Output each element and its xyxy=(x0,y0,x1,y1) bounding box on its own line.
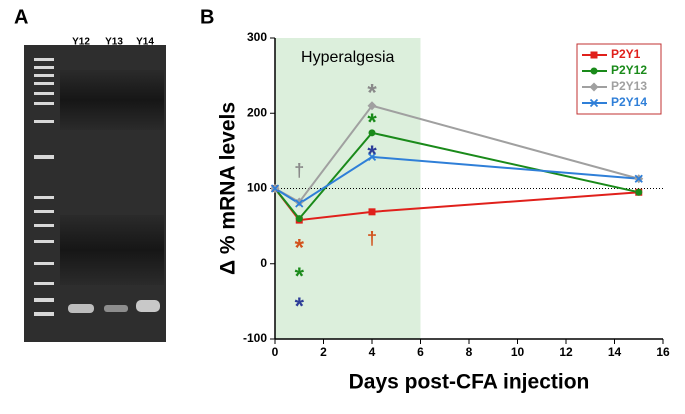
y-tick-label: 100 xyxy=(247,181,267,195)
x-tick-label: 14 xyxy=(608,345,622,359)
marker xyxy=(368,208,376,216)
marker xyxy=(589,98,599,108)
marker xyxy=(590,67,598,75)
panel-label: B xyxy=(200,6,214,28)
x-tick-label: 4 xyxy=(369,345,376,359)
annotation: * xyxy=(367,80,377,107)
x-tick-label: 12 xyxy=(559,345,573,359)
x-tick-label: 6 xyxy=(417,345,424,359)
panel-label: A xyxy=(14,6,28,28)
marker xyxy=(367,101,377,111)
lane-label: Y12 xyxy=(72,37,90,48)
annotation: * xyxy=(367,109,377,136)
lane-label: Y13 xyxy=(105,37,123,48)
shade-label: Hyperalgesia xyxy=(301,49,394,66)
y-tick-label: -100 xyxy=(243,331,267,345)
x-tick-label: 16 xyxy=(656,345,670,359)
x-tick-label: 8 xyxy=(466,345,473,359)
y-tick-label: 300 xyxy=(247,30,267,44)
lane-label: Y14 xyxy=(136,37,154,48)
marker xyxy=(590,51,598,59)
marker xyxy=(367,152,377,162)
y-axis-label: Δ % mRNA levels xyxy=(217,102,240,275)
x-axis-label: Days post-CFA injection xyxy=(349,371,590,394)
x-tick-label: 0 xyxy=(272,345,279,359)
annotation: * xyxy=(367,141,377,168)
series-line xyxy=(274,131,639,221)
legend: P2Y1 P2Y12 P2Y13 P2Y14 xyxy=(576,43,662,115)
annotation: * xyxy=(295,293,305,320)
annotation: † xyxy=(367,228,377,248)
legend-label: P2Y14 xyxy=(611,95,647,109)
legend-label: P2Y1 xyxy=(611,47,641,61)
legend-label: P2Y12 xyxy=(611,63,647,77)
x-tick-label: 2 xyxy=(320,345,327,359)
marker xyxy=(270,184,280,193)
annotation: * xyxy=(295,263,305,290)
marker xyxy=(294,197,304,207)
marker xyxy=(635,188,643,196)
annotation: † xyxy=(294,161,304,181)
legend-label: P2Y13 xyxy=(611,79,647,93)
marker xyxy=(589,82,599,92)
marker xyxy=(634,174,643,183)
marker xyxy=(295,199,304,208)
gel-image xyxy=(24,45,166,342)
marker xyxy=(368,129,376,137)
y-tick-label: 0 xyxy=(260,256,267,270)
x-tick-label: 10 xyxy=(511,345,525,359)
y-tick-label: 200 xyxy=(247,105,267,119)
annotation: * xyxy=(295,235,305,262)
series-line xyxy=(274,155,639,205)
marker xyxy=(295,215,303,223)
